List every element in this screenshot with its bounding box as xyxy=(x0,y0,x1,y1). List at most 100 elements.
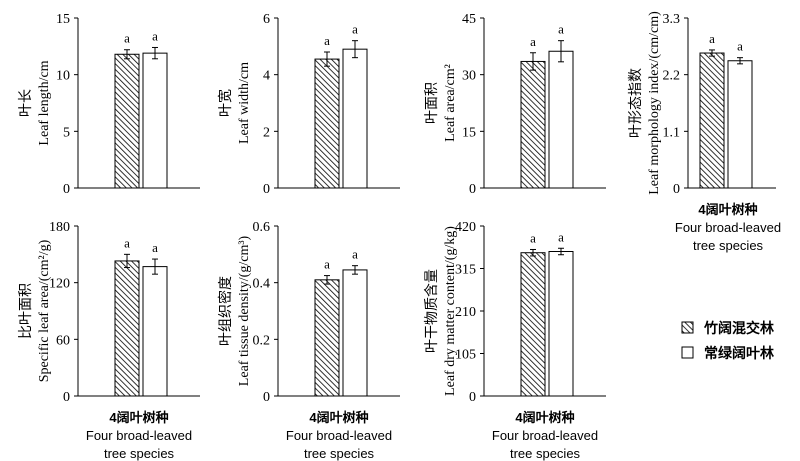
y-axis-label: 叶宽 Leaf width/cm xyxy=(217,62,252,144)
y-tick-label: 30 xyxy=(462,69,476,84)
bar-mixed-forest xyxy=(114,260,140,397)
y-tick-label: 15 xyxy=(56,12,70,27)
y-tick-label: 15 xyxy=(462,125,476,140)
y-axis-label: 叶组织密度 Leaf tissue density/(g/cm³) xyxy=(217,235,252,386)
y-tick-label: 210 xyxy=(455,305,476,320)
x-axis-label-en: Four broad-leaved tree species xyxy=(492,428,598,461)
x-axis-label-en: Four broad-leaved tree species xyxy=(286,428,392,461)
significance-label: a xyxy=(152,240,158,255)
x-axis-label-zh: 4阔叶树种 xyxy=(698,202,757,217)
significance-label: a xyxy=(558,229,564,244)
bar-mixed-forest xyxy=(114,53,140,189)
x-axis-label-line-1: Four broad-leaved xyxy=(675,220,781,235)
y-axis-label-zh: 叶干物质含量 xyxy=(424,269,440,353)
significance-label: a xyxy=(124,31,130,46)
y-axis-label: 叶干物质含量 Leaf dry matter content/(g/kg) xyxy=(424,226,458,396)
y-tick-label: 2 xyxy=(263,125,270,140)
y-axis-label-zh: 叶面积 xyxy=(424,82,440,124)
x-axis-label-line-2: tree species xyxy=(304,446,375,461)
x-axis-label-line-2: tree species xyxy=(510,446,581,461)
bar-evergreen-forest xyxy=(142,266,168,397)
x-axis-label-line-2: tree species xyxy=(104,446,175,461)
y-tick-label: 180 xyxy=(49,220,70,235)
y-axis-label-en: Leaf width/cm xyxy=(237,62,252,144)
bar-mixed-forest xyxy=(699,52,725,189)
bar-mixed-forest xyxy=(520,60,546,189)
y-axis-label: 叶长 Leaf length/cm xyxy=(18,60,52,145)
y-tick-label: 45 xyxy=(462,12,476,27)
bar-mixed-forest xyxy=(520,252,546,397)
y-axis-label-zh: 比叶面积 xyxy=(18,283,34,339)
y-tick-label: 0 xyxy=(63,182,70,197)
y-tick-label: 10 xyxy=(56,69,70,84)
bar-mixed-forest xyxy=(314,279,340,397)
y-axis-label-zh: 叶长 xyxy=(18,89,34,117)
y-axis-label-en: Leaf morphology index/(cm/cm) xyxy=(647,11,662,195)
x-axis-label-line-1: Four broad-leaved xyxy=(492,428,598,443)
y-axis-label-en: Leaf tissue density/(g/cm³) xyxy=(237,235,252,386)
y-axis-label: 比叶面积 Specific leaf area/(cm²/g) xyxy=(18,239,52,382)
y-tick-label: 2.2 xyxy=(663,69,681,84)
chart-panel-leaf-length: 0 5 10 15 叶长 Leaf length/cm a a xyxy=(18,12,200,197)
x-axis-label-zh: 4阔叶树种 xyxy=(515,410,574,425)
y-tick-label: 60 xyxy=(56,333,70,348)
significance-label: a xyxy=(152,28,158,43)
x-axis-label-line-1: Four broad-leaved xyxy=(86,428,192,443)
y-axis-label-en: Specific leaf area/(cm²/g) xyxy=(37,239,52,382)
y-tick-label: 1.1 xyxy=(663,125,681,140)
bar-evergreen-forest xyxy=(142,52,168,189)
bar-evergreen-forest xyxy=(548,251,574,397)
significance-label: a xyxy=(352,247,358,262)
bar-evergreen-forest xyxy=(548,50,574,189)
y-axis-label-zh: 叶形态指数 xyxy=(628,68,644,138)
legend-swatch-evergreen-forest xyxy=(681,346,694,359)
y-tick-label: 0 xyxy=(469,182,476,197)
y-tick-label: 0.2 xyxy=(253,333,271,348)
y-tick-label: 4 xyxy=(263,69,270,84)
y-tick-label: 0 xyxy=(63,390,70,405)
x-axis-label-line-1: Four broad-leaved xyxy=(286,428,392,443)
chart-panel-leaf-width: 0 2 4 6 叶宽 Leaf width/cm a a xyxy=(217,12,400,197)
significance-label: a xyxy=(709,31,715,46)
significance-label: a xyxy=(352,22,358,37)
y-tick-label: 0.4 xyxy=(253,277,271,292)
significance-label: a xyxy=(530,230,536,245)
significance-label: a xyxy=(530,34,536,49)
y-tick-label: 5 xyxy=(63,125,70,140)
x-axis-label-en: Four broad-leaved tree species xyxy=(675,220,781,253)
y-tick-label: 3.3 xyxy=(663,12,681,27)
y-tick-label: 0 xyxy=(263,182,270,197)
bar-evergreen-forest xyxy=(727,60,753,189)
y-tick-label: 315 xyxy=(455,263,476,278)
significance-label: a xyxy=(737,39,743,54)
y-axis-label: 叶面积 Leaf area/cm² xyxy=(424,64,458,142)
significance-label: a xyxy=(324,257,330,272)
y-tick-label: 0.6 xyxy=(253,220,271,235)
x-axis-label-line-2: tree species xyxy=(693,238,764,253)
legend-label: 竹阔混交林 xyxy=(703,320,774,337)
y-tick-label: 0 xyxy=(673,182,680,197)
bar-evergreen-forest xyxy=(342,269,368,397)
significance-label: a xyxy=(124,235,130,250)
y-tick-label: 6 xyxy=(263,12,270,27)
y-axis-label: 叶形态指数 Leaf morphology index/(cm/cm) xyxy=(628,11,662,195)
bar-evergreen-forest xyxy=(342,48,368,189)
bar-mixed-forest xyxy=(314,58,340,189)
y-axis-label-en: Leaf dry matter content/(g/kg) xyxy=(443,226,458,396)
y-axis-label-zh: 叶宽 xyxy=(217,89,234,117)
y-tick-label: 120 xyxy=(49,277,70,292)
chart-panel-leaf-area: 0 15 30 45 叶面积 Leaf area/cm² a a xyxy=(424,12,606,197)
y-tick-label: 0 xyxy=(469,390,476,405)
significance-label: a xyxy=(324,33,330,48)
y-tick-label: 105 xyxy=(455,348,476,363)
legend-label: 常绿阔叶林 xyxy=(704,345,774,362)
significance-label: a xyxy=(558,22,564,37)
x-axis-label-zh: 4阔叶树种 xyxy=(309,410,368,425)
y-axis-label-zh: 叶组织密度 xyxy=(217,276,234,346)
y-tick-label: 0 xyxy=(263,390,270,405)
y-tick-label: 420 xyxy=(455,220,476,235)
